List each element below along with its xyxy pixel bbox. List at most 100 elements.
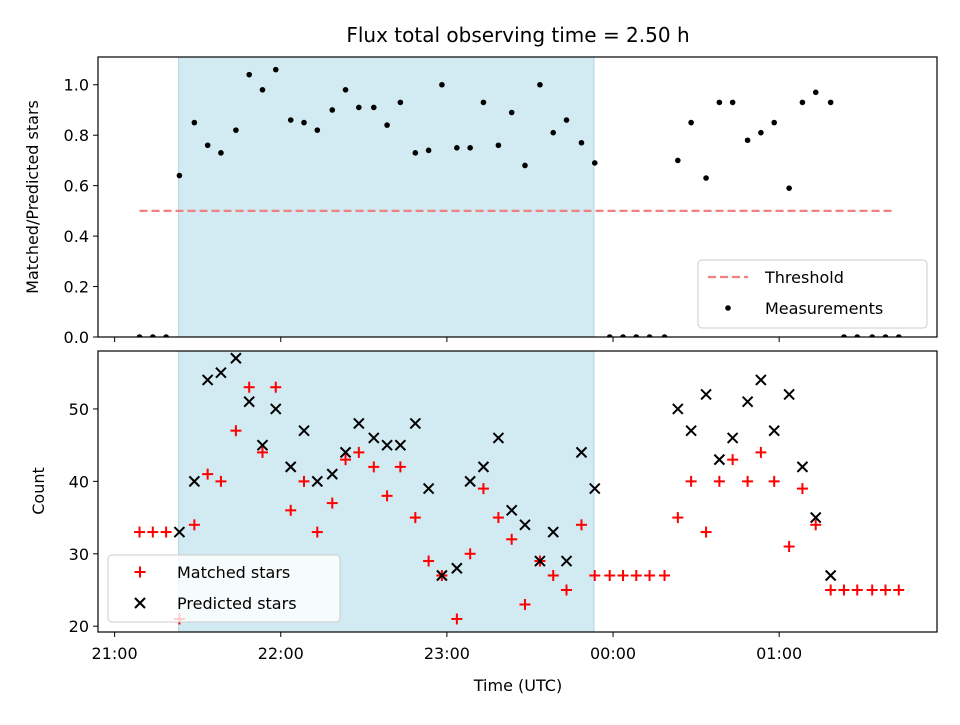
y-tick-label: 0.6 bbox=[64, 177, 89, 196]
measurements-point bbox=[204, 142, 211, 149]
measurements-point bbox=[703, 175, 709, 181]
matched-stars-point bbox=[270, 381, 282, 393]
predicted-stars-point bbox=[339, 446, 352, 459]
measurements-point bbox=[412, 150, 419, 156]
legend-measurements-swatch bbox=[725, 305, 731, 311]
count-panel-frame bbox=[97, 350, 938, 633]
y-tick-label: 30 bbox=[69, 545, 89, 564]
chart-title: Flux total observing time = 2.50 h bbox=[346, 23, 689, 47]
matched-stars-point bbox=[851, 584, 863, 596]
matched-stars-point bbox=[700, 526, 712, 538]
matched-stars-point bbox=[547, 570, 559, 582]
ratio-legend: Threshold Measurements bbox=[697, 259, 928, 329]
predicted-stars-point bbox=[741, 395, 754, 408]
y-tick-label: 0.8 bbox=[64, 126, 89, 145]
measurements-point bbox=[246, 71, 252, 78]
measurements-point bbox=[191, 119, 198, 126]
y-tick-label: 1.0 bbox=[64, 76, 89, 95]
matched-stars-point bbox=[685, 475, 697, 487]
measurements-point bbox=[729, 99, 736, 106]
measurements-point bbox=[688, 119, 694, 126]
x-tick-label: 21:00 bbox=[92, 644, 138, 663]
measurements-point bbox=[314, 127, 321, 133]
matched-stars-point bbox=[672, 512, 684, 524]
matched-stars-point bbox=[423, 555, 435, 567]
measurements-point bbox=[869, 334, 876, 337]
predicted-stars-point bbox=[534, 555, 546, 567]
matched-stars-point bbox=[215, 475, 227, 487]
measurements-point bbox=[716, 99, 723, 106]
matched-stars-point bbox=[381, 490, 393, 502]
legend-matched-label: Matched stars bbox=[177, 563, 290, 582]
predicted-stars-point bbox=[700, 388, 712, 401]
y-tick-label: 0.2 bbox=[64, 278, 89, 297]
measurements-point bbox=[882, 334, 889, 337]
y-tick-label: 0.4 bbox=[64, 227, 89, 246]
matched-stars-point bbox=[727, 454, 739, 466]
predicted-stars-point bbox=[298, 424, 310, 437]
predicted-stars-point bbox=[368, 432, 380, 444]
x-tick-label: 01:00 bbox=[756, 644, 802, 663]
legend-measurements-label: Measurements bbox=[765, 299, 883, 318]
matched-stars-point bbox=[188, 519, 200, 531]
x-tick-label: 22:00 bbox=[258, 644, 304, 663]
measurements-point bbox=[467, 145, 473, 151]
predicted-stars-point bbox=[381, 439, 393, 451]
predicted-stars-point bbox=[243, 395, 255, 408]
predicted-stars-point bbox=[575, 446, 588, 459]
matched-stars-point bbox=[451, 613, 463, 625]
matched-stars-point bbox=[506, 533, 518, 545]
measurements-point bbox=[841, 334, 847, 337]
predicted-stars-point bbox=[810, 511, 822, 524]
predicted-stars-point bbox=[409, 417, 422, 430]
predicted-stars-point bbox=[796, 461, 809, 473]
x-axis-label: Time (UTC) bbox=[473, 676, 562, 695]
matched-stars-point bbox=[604, 570, 616, 582]
predicted-stars-point bbox=[560, 555, 573, 567]
predicted-stars-point bbox=[326, 468, 338, 480]
measurements-point bbox=[620, 334, 626, 337]
matched-stars-point bbox=[742, 475, 754, 487]
predicted-stars-point bbox=[783, 388, 795, 401]
predicted-stars-point bbox=[436, 569, 448, 582]
measurements-point bbox=[495, 142, 502, 149]
matched-stars-point bbox=[589, 570, 601, 582]
predicted-stars-point bbox=[755, 374, 767, 386]
matched-stars-point bbox=[492, 512, 504, 524]
matched-stars-point bbox=[134, 526, 146, 538]
predicted-stars-point bbox=[824, 569, 837, 582]
matched-stars-point bbox=[644, 570, 656, 582]
legend-matched-swatch bbox=[134, 566, 146, 578]
predicted-stars-point bbox=[685, 424, 697, 437]
measurements-point bbox=[508, 109, 515, 116]
matched-stars-point bbox=[409, 512, 421, 524]
matched-stars-point bbox=[617, 570, 629, 582]
matched-stars-point bbox=[160, 526, 172, 538]
predicted-stars-point bbox=[713, 453, 726, 466]
predicted-stars-point bbox=[215, 367, 227, 379]
measurements-point bbox=[329, 107, 336, 113]
matched-stars-point bbox=[326, 497, 338, 509]
ratio-panel-frame bbox=[97, 56, 938, 338]
predicted-stars-point bbox=[519, 519, 531, 531]
measurements-point bbox=[771, 119, 777, 126]
matched-stars-point bbox=[575, 519, 587, 531]
observing-interval-shade bbox=[178, 57, 594, 337]
matched-stars-point bbox=[838, 584, 850, 596]
matched-stars-point bbox=[311, 526, 323, 538]
ratio-y-axis-label: Matched/Predicted stars bbox=[23, 100, 42, 294]
matched-stars-point bbox=[659, 570, 671, 582]
predicted-stars-point bbox=[394, 439, 407, 451]
legend-threshold-label: Threshold bbox=[764, 268, 844, 287]
matched-stars-point bbox=[147, 526, 159, 538]
measurements-point bbox=[812, 89, 819, 96]
predicted-stars-point bbox=[422, 482, 435, 495]
predicted-stars-point bbox=[311, 475, 324, 488]
predicted-stars-point bbox=[285, 461, 297, 473]
y-tick-label: 0.0 bbox=[64, 328, 89, 347]
matched-stars-point bbox=[298, 475, 310, 487]
predicted-stars-point bbox=[230, 352, 242, 364]
predicted-stars-point bbox=[451, 562, 463, 574]
matched-stars-point bbox=[256, 446, 268, 458]
